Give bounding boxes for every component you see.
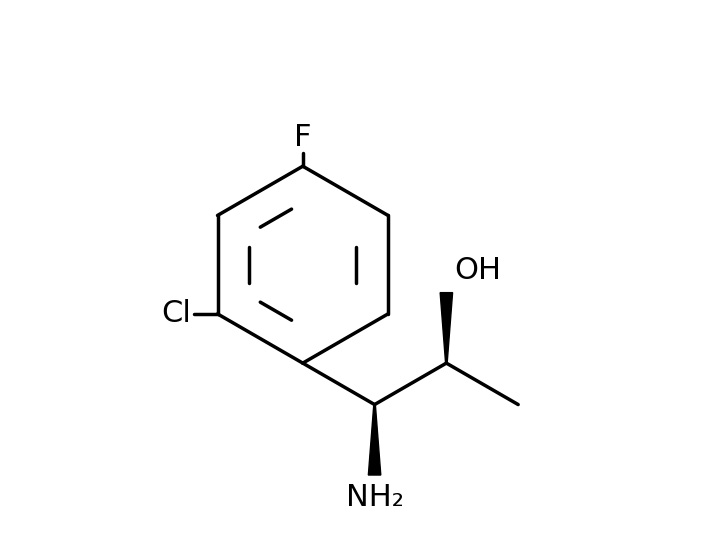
Polygon shape — [440, 293, 453, 363]
Text: NH₂: NH₂ — [345, 483, 404, 512]
Polygon shape — [369, 404, 380, 475]
Text: F: F — [294, 123, 312, 152]
Text: OH: OH — [454, 256, 501, 285]
Text: Cl: Cl — [161, 300, 192, 328]
